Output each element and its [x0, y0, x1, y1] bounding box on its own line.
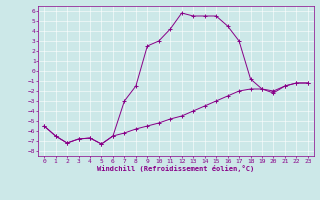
X-axis label: Windchill (Refroidissement éolien,°C): Windchill (Refroidissement éolien,°C) — [97, 165, 255, 172]
